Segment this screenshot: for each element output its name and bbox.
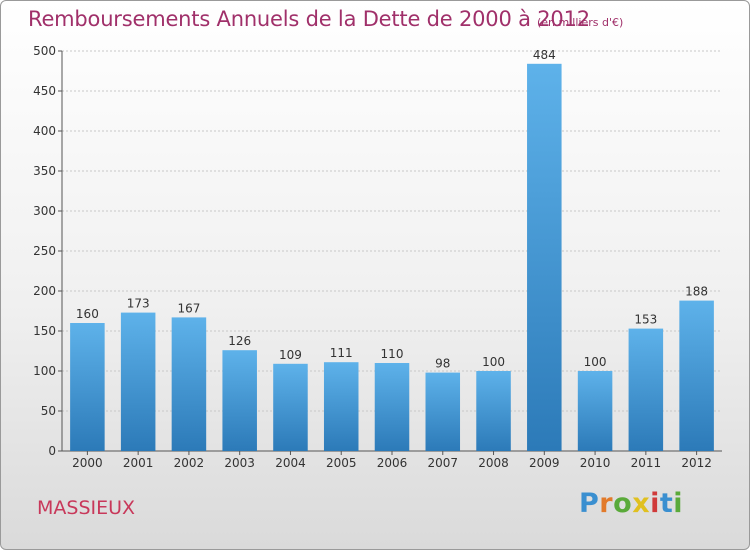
value-label: 98 [435,357,450,371]
y-tick-label: 200 [33,284,56,298]
value-label: 110 [381,347,404,361]
y-tick-label: 150 [33,324,56,338]
x-tick-label: 2001 [123,456,154,470]
value-label: 167 [177,301,200,315]
bar-2003 [222,350,257,451]
y-tick-label: 100 [33,364,56,378]
bar-2005 [323,362,359,451]
y-tick-label: 350 [33,164,56,178]
x-tick-label: 2011 [631,456,662,470]
chart-title: Remboursements Annuels de la Dette de 20… [28,7,590,31]
value-label: 160 [76,307,99,321]
value-label: 188 [685,285,708,299]
y-tick-label: 450 [33,84,56,98]
bar-2012 [679,300,714,451]
value-label: 100 [482,355,505,369]
x-tick-label: 2004 [275,456,306,470]
x-tick-label: 2000 [72,456,103,470]
value-label: 109 [279,348,302,362]
value-label: 484 [533,48,556,62]
logo-letter: P [579,488,600,519]
logo-letter: o [613,488,633,519]
y-tick-label: 0 [48,444,56,458]
y-tick-label: 300 [33,204,56,218]
bar-2006 [374,363,410,451]
proxiti-logo: Proxiti [579,488,683,519]
value-label: 173 [127,297,150,311]
bar-2000 [70,323,105,451]
logo-letter: i [673,488,684,519]
x-tick-label: 2009 [529,456,560,470]
logo-letter: i [650,488,660,519]
y-tick-label: 500 [33,44,56,58]
bar-2007 [425,372,461,451]
x-tick-label: 2006 [377,456,408,470]
x-tick-label: 2007 [427,456,458,470]
bar-2002 [171,317,207,451]
y-tick-label: 400 [33,124,56,138]
value-label: 111 [330,346,353,360]
chart-unit: (en milliers d'€) [537,16,624,29]
bar-2010 [577,371,613,451]
value-label: 100 [584,355,607,369]
x-tick-label: 2012 [681,456,712,470]
bar-2008 [476,371,511,451]
bar-2004 [273,363,308,451]
bar-2011 [628,328,664,451]
logo-letter: r [599,488,614,519]
x-tick-label: 2005 [326,456,357,470]
x-tick-label: 2002 [174,456,205,470]
logo-letter: t [659,488,674,519]
x-tick-label: 2008 [478,456,509,470]
y-tick-label: 250 [33,244,56,258]
x-tick-label: 2003 [224,456,255,470]
value-label: 153 [634,313,657,327]
y-tick-label: 50 [41,404,56,418]
bar-2001 [120,312,156,451]
value-label: 126 [228,334,251,348]
town-name: MASSIEUX [37,497,136,519]
logo-letter: x [632,488,651,519]
bar-2009 [527,63,562,452]
x-tick-label: 2010 [580,456,611,470]
